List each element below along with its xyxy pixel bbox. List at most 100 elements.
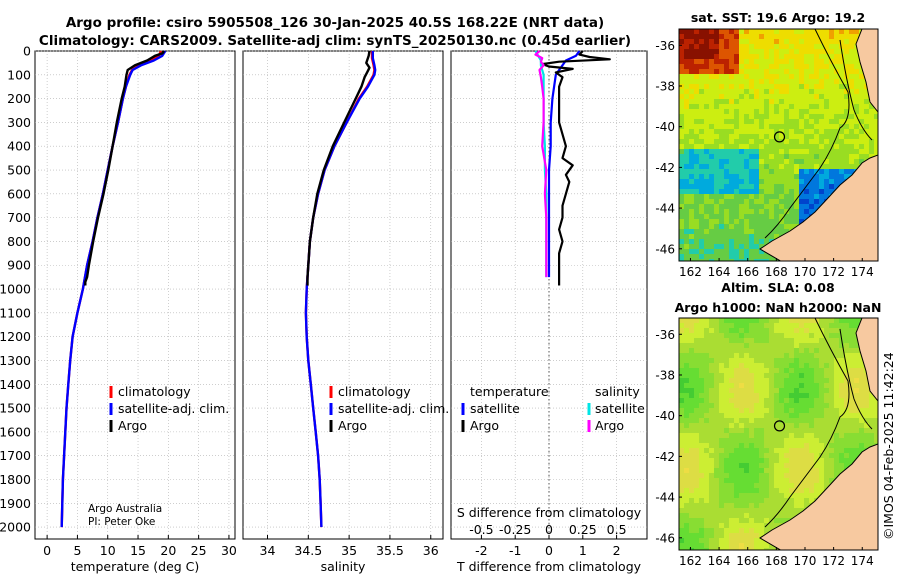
map-cell: [774, 109, 780, 115]
map-cell: [764, 463, 770, 469]
map-cell: [734, 189, 740, 195]
map-cell: [814, 403, 820, 409]
map-cell: [704, 194, 710, 200]
map-cell: [824, 473, 830, 479]
map-cell: [694, 49, 700, 55]
map-cell: [759, 99, 765, 105]
map-cell: [809, 74, 815, 80]
map-cell: [709, 538, 715, 544]
map-cell: [829, 64, 835, 70]
map-cell: [784, 393, 790, 399]
map-cell: [794, 468, 800, 474]
map-cell: [759, 209, 765, 215]
map-cell: [874, 129, 878, 135]
map-cell: [769, 124, 775, 130]
map-cell: [799, 368, 805, 374]
map-cell: [824, 94, 830, 100]
map-cell: [734, 164, 740, 170]
map-cell: [714, 443, 720, 449]
map-cell: [679, 468, 685, 474]
map-cell: [699, 119, 705, 125]
map-cell: [844, 453, 850, 459]
map-cell: [679, 244, 685, 250]
map-cell: [799, 84, 805, 90]
map-cell: [729, 149, 735, 155]
map-cell: [749, 398, 755, 404]
map-cell: [684, 493, 690, 499]
map-cell: [769, 194, 775, 200]
map-cell: [814, 39, 820, 45]
map-cell: [684, 328, 690, 334]
map-cell: [699, 164, 705, 170]
map-cell: [739, 34, 745, 40]
map-cell: [754, 518, 760, 524]
map-cell: [839, 438, 845, 444]
map-cell: [739, 74, 745, 80]
map-cell: [744, 189, 750, 195]
map-cell: [839, 139, 845, 145]
map-cell: [809, 184, 815, 190]
map-cell: [744, 184, 750, 190]
map-cell: [714, 204, 720, 210]
map-cell: [714, 224, 720, 230]
map-cell: [764, 29, 770, 35]
map-cell: [729, 189, 735, 195]
map-cell: [759, 323, 765, 329]
map-cell: [874, 403, 878, 409]
map-cell: [809, 204, 815, 210]
map-cell: [699, 139, 705, 145]
map-cell: [694, 363, 700, 369]
map-cell: [789, 483, 795, 489]
map-cell: [839, 398, 845, 404]
map-cell: [824, 378, 830, 384]
map-cell: [704, 244, 710, 250]
salinity-grid: [243, 50, 443, 539]
map-cell: [834, 89, 840, 95]
map-cell: [789, 104, 795, 110]
map-cell: [834, 149, 840, 155]
map-cell: [809, 29, 815, 35]
map-cell: [704, 124, 710, 130]
map-cell: [754, 538, 760, 544]
temperature-xlabel: temperature (deg C): [71, 559, 200, 574]
map-cell: [819, 74, 825, 80]
map-cell: [834, 74, 840, 80]
map-cell: [759, 438, 765, 444]
difference-salinity-tick-labels: -0.5 -0.25 0 0.25 0.5: [469, 522, 626, 537]
map-cell: [809, 363, 815, 369]
map-cell: [734, 513, 740, 519]
map-cell: [699, 413, 705, 419]
map-cell: [749, 129, 755, 135]
map-cell: [824, 403, 830, 409]
map-cell: [774, 234, 780, 240]
map-cell: [754, 428, 760, 434]
map-cell: [719, 423, 725, 429]
map-cell: [824, 408, 830, 414]
map-cell: [739, 388, 745, 394]
map-cell: [704, 199, 710, 205]
map-cell: [679, 418, 685, 424]
map-cell: [774, 358, 780, 364]
map-cell: [714, 234, 720, 240]
map-cell: [799, 333, 805, 339]
map-cell: [689, 99, 695, 105]
map-cell: [834, 94, 840, 100]
map-cell: [754, 388, 760, 394]
map-cell: [689, 124, 695, 130]
map-cell: [684, 318, 690, 324]
depth-tick-label: 900: [7, 258, 31, 273]
map-cell: [819, 184, 825, 190]
map-cell: [824, 418, 830, 424]
map-cell: [734, 74, 740, 80]
map-cell: [819, 139, 825, 145]
map-cell: [719, 59, 725, 65]
map-cell: [729, 129, 735, 135]
map-cell: [774, 383, 780, 389]
map-cell: [739, 119, 745, 125]
map-cell: [699, 518, 705, 524]
map-cell: [724, 378, 730, 384]
map-cell: [719, 463, 725, 469]
map-cell: [849, 29, 855, 35]
map-cell: [779, 149, 785, 155]
map-cell: [714, 528, 720, 534]
